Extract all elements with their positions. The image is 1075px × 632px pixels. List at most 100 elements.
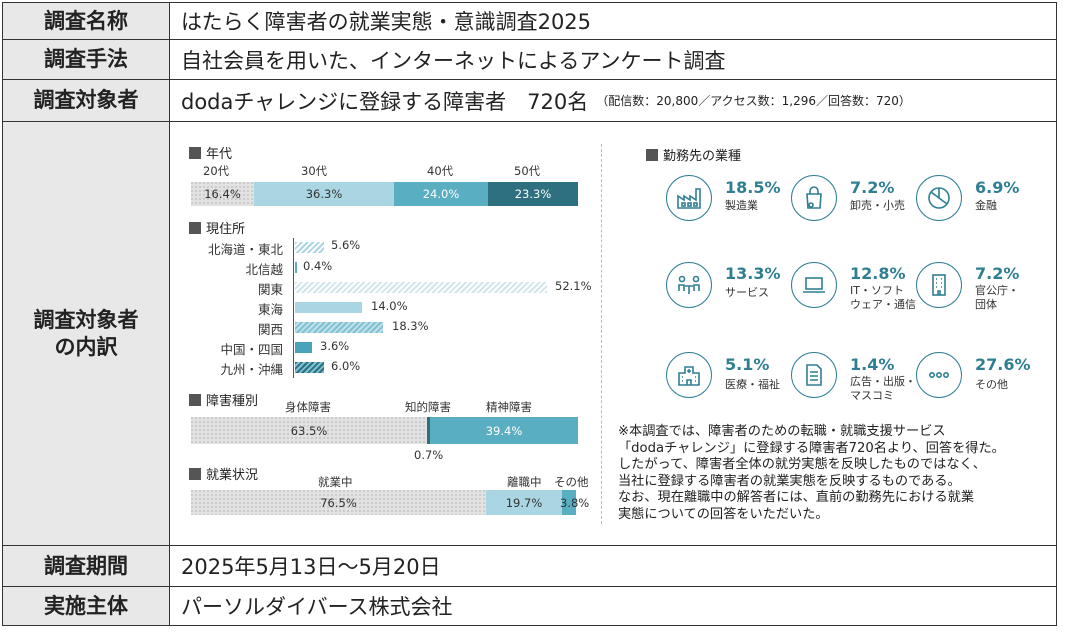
age-label-30s: 30代 bbox=[301, 164, 328, 178]
employment-title: 就業状況 bbox=[206, 468, 259, 483]
square-bullet-icon bbox=[189, 467, 201, 480]
age-label-50s: 50代 bbox=[514, 164, 541, 178]
survey-target-value: dodaチャレンジに登録する障害者 720名 （配信数：20,800／アクセス数… bbox=[181, 80, 1048, 121]
residence-value: 14.0% bbox=[371, 299, 408, 313]
hospital-icon bbox=[666, 352, 712, 398]
industry-name: 官公庁・ 団体 bbox=[975, 284, 1019, 311]
factory-icon bbox=[666, 175, 712, 221]
breakdown-label: 調査対象者 の内訳 bbox=[3, 122, 170, 545]
shopping-bag-icon bbox=[791, 175, 837, 221]
note-line: 実態についての回答をいただいた。 bbox=[618, 506, 829, 522]
region-label: 中国・四国 bbox=[220, 342, 283, 357]
people-table-icon bbox=[666, 262, 712, 308]
industry-pct: 18.5% bbox=[725, 178, 781, 197]
industry-pct: 5.1% bbox=[725, 355, 770, 374]
industry-name: サービス bbox=[725, 286, 769, 299]
disability-value-intellectual: 0.7% bbox=[414, 448, 444, 462]
disability-bar-physical: 63.5% bbox=[191, 417, 427, 444]
age-section-title: 年代 bbox=[189, 143, 232, 162]
industry-name: IT・ソフト ウェア・通信 bbox=[850, 284, 916, 311]
industry-name: その他 bbox=[975, 378, 1008, 391]
note-line: なお、現在離職中の解答者には、直前の勤務先における就業 bbox=[618, 490, 975, 505]
industry-pct: 1.4% bbox=[850, 355, 895, 374]
organizer-value: パーソルダイバース株式会社 bbox=[181, 595, 453, 619]
disability-bar-intellectual bbox=[427, 417, 430, 444]
survey-name-value: はたらく障害者の就業実態・意識調査2025 bbox=[181, 10, 592, 34]
survey-method-value: 自社会員を用いた、インターネットによるアンケート調査 bbox=[181, 48, 726, 73]
row-survey-name: 調査名称 はたらく障害者の就業実態・意識調査2025 bbox=[3, 3, 1056, 40]
age-label-20s: 20代 bbox=[203, 164, 230, 178]
breakdown-label-line2: の内訳 bbox=[54, 334, 118, 359]
ellipsis-icon bbox=[916, 352, 962, 398]
employment-label-working: 就業中 bbox=[318, 475, 353, 489]
industry-pct: 7.2% bbox=[975, 264, 1020, 283]
residence-section-title: 現住所 bbox=[189, 218, 245, 237]
industry-title: 勤務先の業種 bbox=[663, 149, 742, 164]
building-icon bbox=[916, 262, 962, 308]
employment-bar-working: 76.5% bbox=[191, 490, 486, 515]
pie-chart-icon bbox=[916, 175, 962, 221]
section-divider bbox=[601, 144, 602, 524]
region-label: 北海道・東北 bbox=[207, 242, 283, 257]
survey-period-value: 2025年5月13日～5月20日 bbox=[181, 555, 441, 579]
industry-pct: 12.8% bbox=[850, 264, 906, 283]
residence-bar bbox=[295, 242, 324, 253]
industry-name: 医療・福祉 bbox=[725, 378, 780, 391]
disability-section-title: 障害種別 bbox=[189, 390, 258, 409]
industry-name: 広告・出版・ マスコミ bbox=[850, 375, 916, 402]
disability-label-physical: 身体障害 bbox=[285, 400, 331, 414]
document-icon bbox=[791, 352, 837, 398]
region-label: 九州・沖縄 bbox=[220, 362, 283, 377]
target-distribution-note: （配信数：20,800／アクセス数：1,296／回答数：720） bbox=[596, 94, 911, 108]
employment-bar-other bbox=[562, 490, 576, 515]
age-title: 年代 bbox=[206, 147, 233, 162]
region-label: 北信越 bbox=[245, 262, 283, 277]
square-bullet-icon bbox=[189, 221, 201, 234]
region-label: 関東 bbox=[257, 282, 283, 297]
row-breakdown: 調査対象者 の内訳 年代 20代 30代 40代 50代 16.4% 36.3% … bbox=[3, 122, 1056, 546]
region-label: 東海 bbox=[257, 302, 283, 317]
row-survey-period: 調査期間 2025年5月13日～5月20日 bbox=[3, 546, 1056, 587]
residence-bar bbox=[295, 262, 297, 273]
residence-axis bbox=[293, 238, 294, 378]
industry-section-title: 勤務先の業種 bbox=[646, 145, 741, 164]
age-bar-40s: 24.0% bbox=[394, 182, 488, 206]
survey-overview-table: 調査名称 はたらく障害者の就業実態・意識調査2025 調査手法 自社会員を用いた… bbox=[2, 2, 1057, 626]
industry-name: 卸売・小売 bbox=[850, 199, 905, 212]
breakdown-label-line1: 調査対象者 bbox=[33, 308, 139, 333]
residence-value: 18.3% bbox=[392, 319, 429, 333]
residence-bar bbox=[295, 322, 383, 333]
row-survey-method: 調査手法 自社会員を用いた、インターネットによるアンケート調査 bbox=[3, 40, 1056, 80]
employment-value-other: 3.8% bbox=[560, 496, 590, 510]
industry-name: 金融 bbox=[975, 199, 997, 212]
employment-section-title: 就業状況 bbox=[189, 464, 258, 483]
survey-target-label: 調査対象者 bbox=[3, 80, 170, 121]
survey-period-label: 調査期間 bbox=[3, 546, 170, 586]
industry-pct: 7.2% bbox=[850, 178, 895, 197]
note-line: 当社に登録する障害者の就業実態を反映するものである。 bbox=[618, 473, 961, 489]
square-bullet-icon bbox=[646, 148, 658, 161]
survey-method-label: 調査手法 bbox=[3, 40, 170, 79]
residence-bar bbox=[295, 302, 362, 313]
industry-pct: 6.9% bbox=[975, 178, 1020, 197]
industry-pct: 13.3% bbox=[725, 264, 781, 283]
disability-label-intellectual: 知的障害 bbox=[405, 400, 451, 414]
square-bullet-icon bbox=[189, 393, 201, 406]
employment-label-unemployed: 離職中 bbox=[507, 475, 542, 489]
disability-bar-mental: 39.4% bbox=[430, 417, 578, 444]
residence-bar bbox=[295, 362, 324, 373]
age-label-40s: 40代 bbox=[427, 164, 454, 178]
industry-pct: 27.6% bbox=[975, 355, 1031, 374]
age-bar-50s: 23.3% bbox=[488, 182, 578, 206]
residence-value: 3.6% bbox=[320, 339, 350, 353]
employment-label-other: その他 bbox=[554, 475, 589, 489]
industry-name: 製造業 bbox=[725, 199, 758, 212]
laptop-icon bbox=[791, 262, 837, 308]
organizer-label: 実施主体 bbox=[3, 587, 170, 625]
row-organizer: 実施主体 パーソルダイバース株式会社 bbox=[3, 587, 1056, 625]
residence-value: 0.4% bbox=[303, 259, 333, 273]
residence-value: 52.1% bbox=[555, 279, 592, 293]
residence-bar bbox=[295, 282, 547, 293]
target-main-text: dodaチャレンジに登録する障害者 720名 bbox=[181, 89, 589, 114]
note-line: ※本調査では、障害者のための転職・就職支援サービス bbox=[618, 424, 946, 439]
